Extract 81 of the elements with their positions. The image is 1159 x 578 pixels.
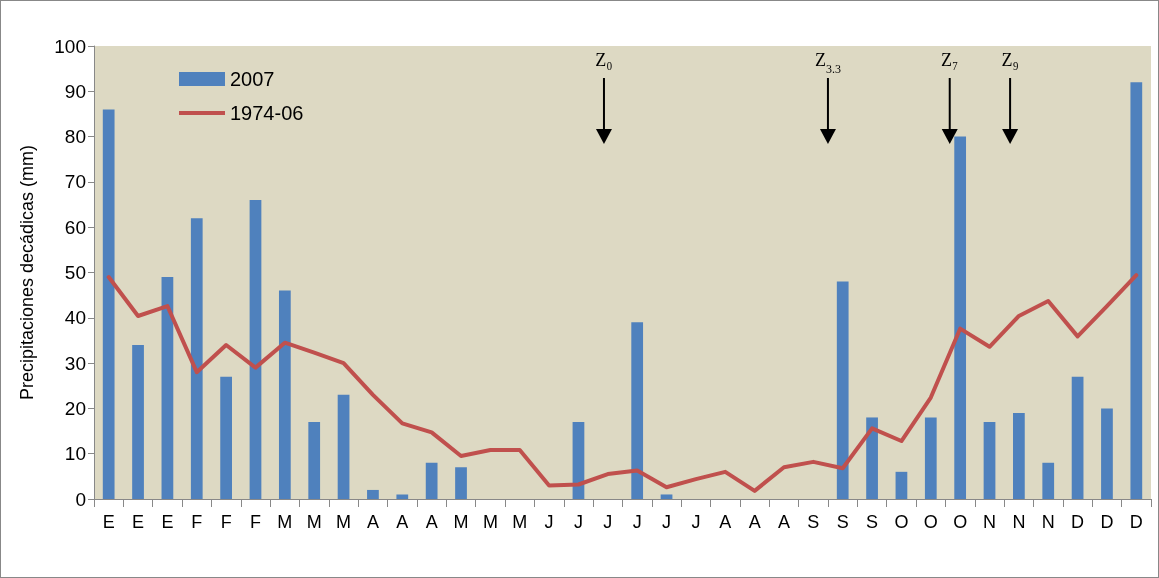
x-tick-label: A xyxy=(396,512,409,532)
line-series xyxy=(106,273,1139,493)
x-tick-label: E xyxy=(102,512,115,532)
y-tick-label: 30 xyxy=(64,352,86,374)
bar xyxy=(455,467,467,499)
bar xyxy=(660,494,673,499)
bar xyxy=(1071,376,1084,499)
y-tick-label: 90 xyxy=(64,80,86,102)
x-tick-label: J xyxy=(632,512,642,532)
y-tick-label: 40 xyxy=(64,307,86,329)
x-tick-label: M xyxy=(512,512,528,532)
bar xyxy=(954,136,967,499)
x-tick-label: F xyxy=(249,512,261,532)
x-tick-label: J xyxy=(603,512,613,532)
x-tick-label: M xyxy=(306,512,322,532)
annotation: Z₇ xyxy=(941,50,959,70)
bar xyxy=(425,462,438,499)
bar xyxy=(1013,412,1025,499)
bar xyxy=(396,494,409,499)
y-axis-title: Precipitaciones decádicas (mm) xyxy=(17,144,37,401)
bar xyxy=(190,218,203,499)
x-tick-label: S xyxy=(807,512,820,532)
x-tick-label: S xyxy=(866,512,879,532)
bar xyxy=(367,489,379,499)
x-tick-label: E xyxy=(132,512,145,532)
x-tick-label: J xyxy=(691,512,701,532)
x-tick-label: N xyxy=(983,512,997,532)
x-tick-label: J xyxy=(544,512,554,532)
bar xyxy=(161,277,174,499)
y-tick-label: 50 xyxy=(64,262,86,283)
x-tick-label: M xyxy=(336,512,352,532)
x-tick-label: J xyxy=(573,512,583,532)
bar xyxy=(866,417,878,499)
x-tick-label: O xyxy=(953,512,968,532)
y-tick-label: 80 xyxy=(64,126,86,148)
x-tick-label: F xyxy=(191,512,203,532)
bar xyxy=(337,394,350,499)
bar xyxy=(983,421,996,499)
x-tick-label: J xyxy=(662,512,672,532)
x-tick-label: A xyxy=(719,512,732,532)
x-tick-label: M xyxy=(277,512,293,532)
x-tick-label: D xyxy=(1129,512,1143,532)
x-tick-label: A xyxy=(748,512,761,532)
bar xyxy=(895,471,908,499)
x-tick-label: O xyxy=(923,512,938,532)
x-tick-label: N xyxy=(1041,512,1055,532)
legend-label: 2007 xyxy=(230,68,275,90)
bar xyxy=(220,376,232,499)
bar xyxy=(278,290,291,499)
y-tick-label: 100 xyxy=(54,35,86,57)
bar xyxy=(1042,462,1055,499)
y-tick-label: 0 xyxy=(75,488,86,510)
bar xyxy=(631,322,644,499)
bar xyxy=(1130,82,1143,499)
annotation: Z$_{3.3}$ xyxy=(814,50,841,76)
x-tick-label: E xyxy=(161,512,174,532)
y-tick-label: 70 xyxy=(64,171,86,193)
x-tick-label: A xyxy=(777,512,790,532)
y-tick-label: 10 xyxy=(64,443,86,465)
x-tick-label: N xyxy=(1012,512,1026,532)
bar xyxy=(1101,408,1113,499)
legend-label: 1974-06 xyxy=(230,102,304,124)
annotation: Z₉ xyxy=(1001,50,1019,70)
x-tick-label: A xyxy=(366,512,379,532)
bar xyxy=(249,200,262,499)
bar xyxy=(132,344,144,499)
x-tick-label: M xyxy=(453,512,469,532)
x-tick-label: D xyxy=(1071,512,1085,532)
x-tick-label: S xyxy=(836,512,849,532)
x-tick-label: A xyxy=(425,512,438,532)
x-tick-label: M xyxy=(482,512,498,532)
x-tick-label: O xyxy=(894,512,909,532)
bar xyxy=(308,421,321,499)
annotation: Z₀ xyxy=(595,50,613,70)
bar xyxy=(836,281,849,499)
bar xyxy=(924,417,937,499)
y-tick-label: 60 xyxy=(64,216,86,238)
x-tick-label: F xyxy=(220,512,232,532)
bar xyxy=(102,109,115,499)
x-tick-label: D xyxy=(1100,512,1114,532)
y-tick-label: 20 xyxy=(64,397,86,419)
